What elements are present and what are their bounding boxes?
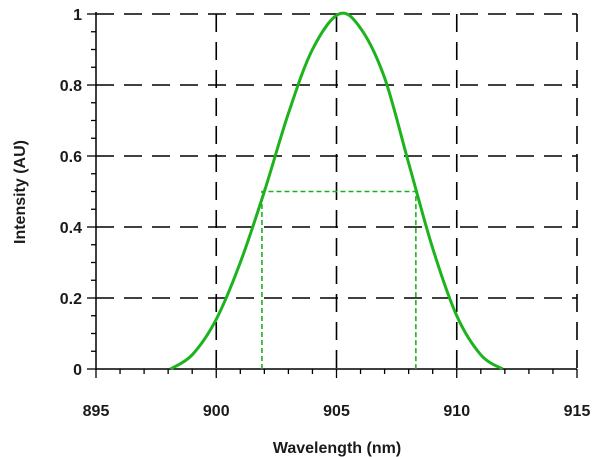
series-layer [169,11,504,371]
x-tick-label: 910 [443,403,470,420]
y-tick-label: 0 [73,362,82,379]
axes [87,12,578,378]
y-axis-label: Intensity (AU) [12,140,29,244]
half-max-annotation [261,190,417,369]
y-tick-label: 0.6 [60,149,82,166]
x-tick-label: 900 [203,403,230,420]
x-tick-label: 905 [323,403,350,420]
series-line [169,11,504,371]
x-tick-label: 915 [564,403,591,420]
tick-labels: 895 900 905 910 915 0 0.2 0.4 0.6 0.8 1 [60,7,591,420]
y-tick-label: 0.2 [60,291,82,308]
grid-lines [96,13,578,369]
x-axis-label: Wavelength (nm) [273,440,401,457]
half-max-bracket [261,190,417,369]
y-tick-label: 0.4 [60,220,82,237]
y-tick-label: 1 [73,7,82,24]
x-tick-label: 895 [83,403,110,420]
y-tick-label: 0.8 [60,78,82,95]
